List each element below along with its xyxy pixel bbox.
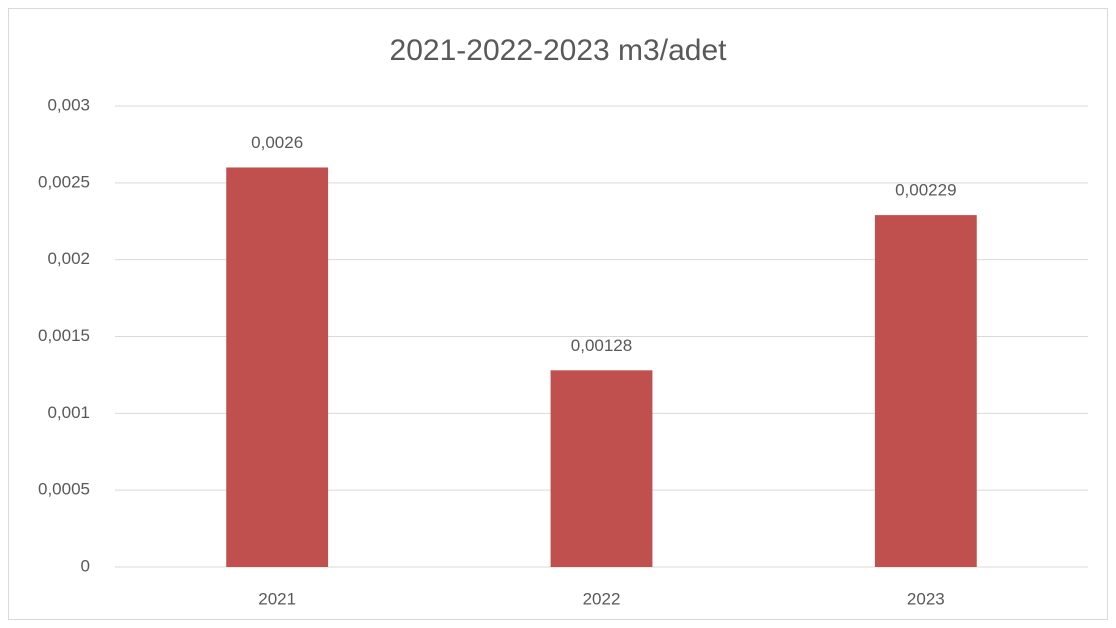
bar — [874, 215, 977, 567]
data-label: 0,00128 — [571, 336, 632, 355]
y-tick-label: 0,0005 — [38, 480, 90, 499]
x-tick-label: 2023 — [907, 589, 945, 608]
bar — [550, 370, 653, 567]
y-tick-label: 0,0025 — [38, 172, 90, 191]
data-label: 0,0026 — [251, 133, 303, 152]
chart-title: 2021-2022-2023 m3/adet — [390, 34, 728, 67]
y-tick-label: 0,001 — [47, 403, 90, 422]
y-tick-label: 0,003 — [47, 95, 90, 114]
data-label: 0,00229 — [895, 181, 956, 200]
y-tick-label: 0,002 — [47, 249, 90, 268]
x-tick-label: 2022 — [583, 589, 621, 608]
y-tick-label: 0,0015 — [38, 326, 90, 345]
x-tick-label: 2021 — [258, 589, 296, 608]
bar — [226, 167, 329, 567]
y-tick-label: 0 — [81, 556, 90, 575]
